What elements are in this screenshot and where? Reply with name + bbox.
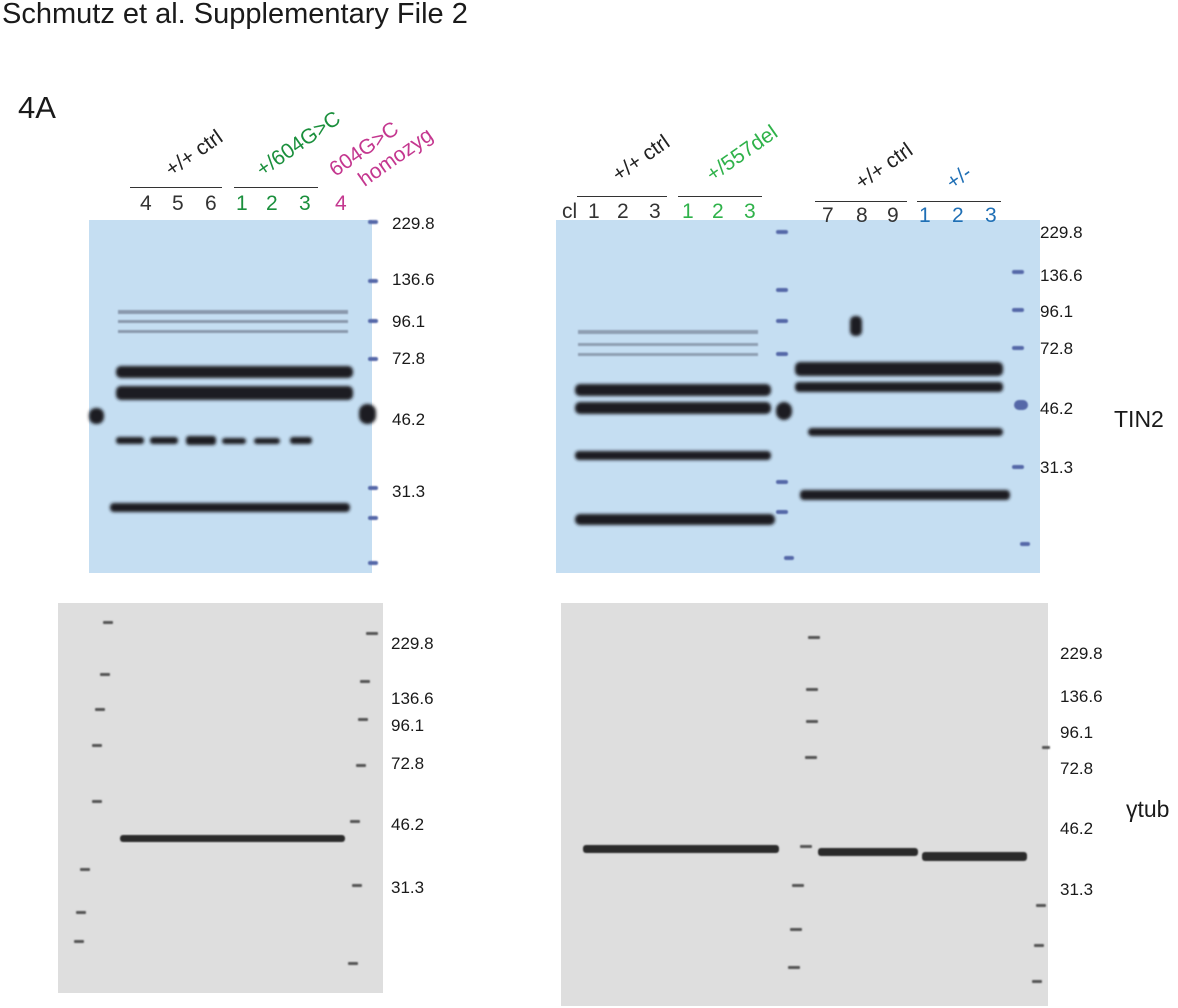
lane-label: 1: [919, 204, 931, 227]
mw-marker: 96.1: [392, 312, 426, 331]
group-rule-604-het: [234, 187, 318, 188]
group-rule-wt-right-2: [815, 201, 907, 202]
mw-marker: 46.2: [1040, 399, 1074, 418]
group-rule-wt-right-1: [577, 196, 667, 197]
mw-marker-tub: 96.1: [391, 716, 425, 735]
lane-label: 2: [617, 200, 629, 223]
mw-marker: 31.3: [392, 482, 426, 501]
group-rule-557del: [678, 196, 762, 197]
mw-marker-tub: 136.6: [1060, 687, 1103, 706]
group-rule-het-null: [917, 201, 1001, 202]
lane-label: 1: [588, 200, 600, 223]
left-tin2-blot: [89, 220, 378, 573]
left-tub-blot: [58, 603, 383, 993]
mw-marker-tub: 46.2: [1060, 819, 1094, 838]
lane-label: 3: [744, 200, 756, 223]
mw-marker: 96.1: [1040, 302, 1074, 321]
lane-label: 4: [335, 192, 347, 215]
mw-marker-tub: 136.6: [391, 689, 434, 708]
mw-marker-tub: 46.2: [391, 815, 425, 834]
mw-marker-tub: 96.1: [1060, 723, 1094, 742]
mw-marker: 229.8: [1040, 223, 1083, 242]
lane-label: 2: [712, 200, 724, 223]
antibody-label-gtub: γtub: [1126, 796, 1170, 822]
lane-label: 1: [236, 192, 248, 215]
lane-label: 3: [299, 192, 311, 215]
figure-title: Schmutz et al. Supplementary File 2: [2, 0, 468, 30]
lane-label: 3: [985, 204, 997, 227]
lane-label: 3: [649, 200, 661, 223]
mw-marker: 31.3: [1040, 458, 1074, 477]
lane-label: 5: [172, 192, 184, 215]
mw-marker: 72.8: [1040, 339, 1074, 358]
lane-label: 9: [887, 204, 899, 227]
mw-marker: 72.8: [392, 349, 426, 368]
mw-marker-tub: 229.8: [1060, 644, 1103, 663]
mw-marker-tub: 72.8: [391, 754, 425, 773]
lane-label: 7: [822, 204, 834, 227]
mw-marker: 229.8: [392, 214, 435, 233]
right-tub-blot: [561, 603, 1050, 1006]
lane-label: 1: [682, 200, 694, 223]
lane-label: 6: [205, 192, 217, 215]
mw-marker-tub: 31.3: [391, 878, 425, 897]
lane-label: 4: [140, 192, 152, 215]
mw-marker: 136.6: [392, 270, 435, 289]
antibody-label-tin2: TIN2: [1114, 406, 1164, 432]
panel-label: 4A: [18, 90, 56, 125]
mw-marker-tub: 31.3: [1060, 880, 1094, 899]
right-tin2-blot: [556, 220, 1040, 573]
lane-label: 2: [952, 204, 964, 227]
mw-marker: 136.6: [1040, 266, 1083, 285]
lane-label: 2: [266, 192, 278, 215]
mw-marker: 46.2: [392, 410, 426, 429]
mw-marker-tub: 229.8: [391, 634, 434, 653]
lane-label-cl: cl: [562, 200, 578, 223]
group-rule-wt-left: [130, 187, 222, 188]
lane-label: 8: [856, 204, 868, 227]
mw-marker-tub: 72.8: [1060, 759, 1094, 778]
